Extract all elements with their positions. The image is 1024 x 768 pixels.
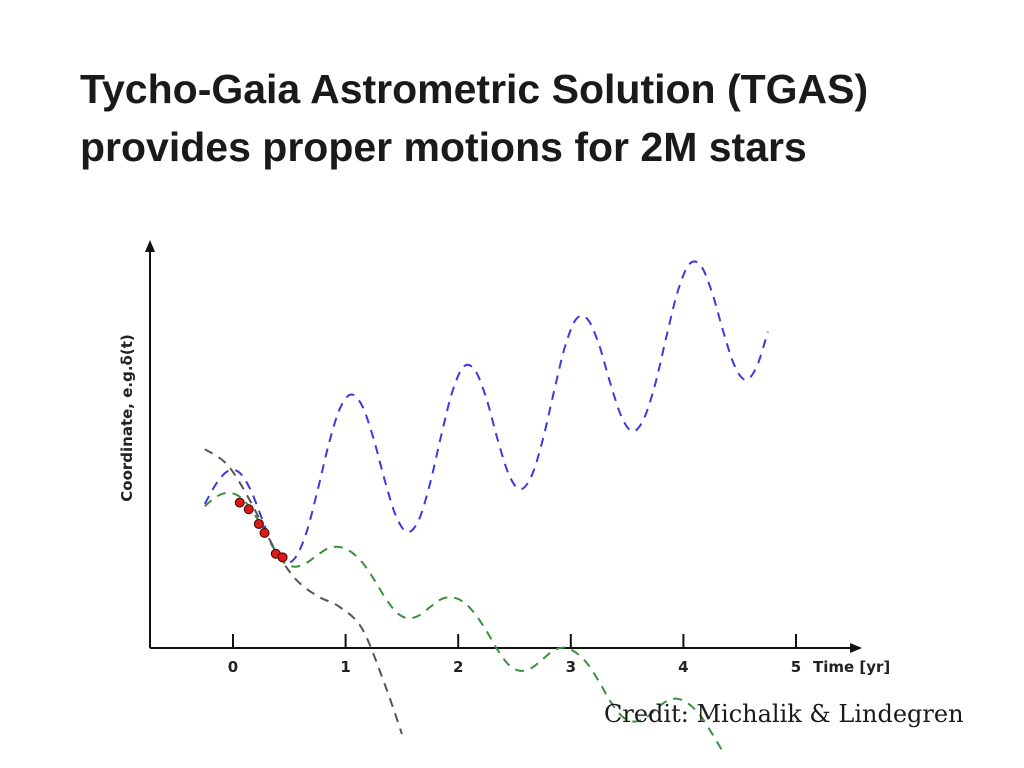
slide-title-line-2: provides proper motions for 2M stars: [80, 124, 807, 170]
x-tick-label: 3: [566, 658, 576, 676]
chart-observations: [234, 497, 288, 563]
y-axis-label: Coordinate, e.g.δ(t): [118, 334, 136, 501]
observation-point: [234, 497, 245, 508]
x-tick-label: 1: [340, 658, 350, 676]
series-line-2: [204, 491, 724, 753]
x-axis-label: Time [yr]: [813, 658, 890, 676]
x-tick-label: 5: [791, 658, 801, 676]
image-credit: Credit: Michalik & Lindegren: [604, 700, 964, 728]
series-line-1: [203, 260, 769, 564]
slide-title: Tycho-Gaia Astrometric Solution (TGAS) p…: [80, 60, 980, 176]
observation-point: [253, 518, 264, 529]
observation-point: [259, 527, 270, 538]
chart-series: [203, 260, 769, 753]
x-tick-label: 4: [678, 658, 688, 676]
slide-title-line-1: Tycho-Gaia Astrometric Solution (TGAS): [80, 66, 869, 112]
x-axis-arrow: [850, 643, 862, 653]
series-line-3: [204, 448, 403, 735]
observation-point: [243, 504, 254, 515]
chart-axes: 0 1 2 3 4 5: [145, 240, 862, 676]
y-axis-arrow: [145, 240, 155, 252]
x-tick-label: 2: [453, 658, 463, 676]
x-tick-label: 0: [228, 658, 238, 676]
observation-point: [277, 552, 288, 563]
